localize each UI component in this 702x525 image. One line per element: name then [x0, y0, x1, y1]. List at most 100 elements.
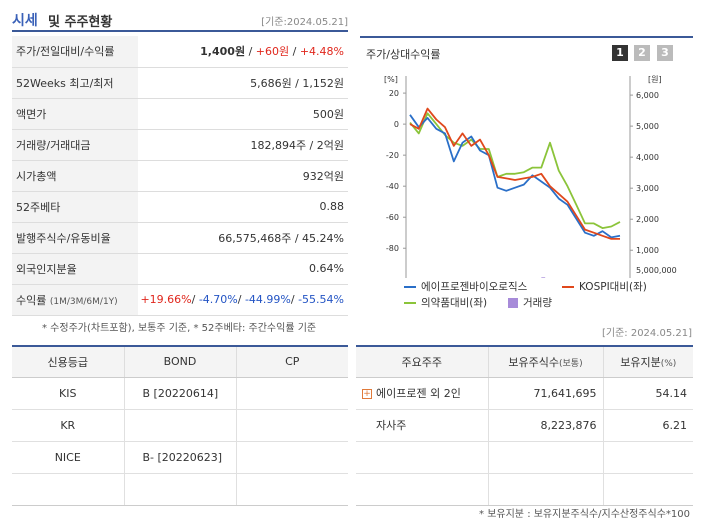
y-left-tick-label: -20 — [386, 151, 399, 160]
table-row: 수익률 (1M/3M/6M/1Y) +19.66%/ -4.70%/ -44.9… — [12, 284, 348, 316]
market-cap-label: 시가총액 — [12, 160, 138, 192]
y-right-tick-label: 2,000 — [636, 215, 659, 224]
holder-pct-cell — [602, 473, 693, 506]
volume-label: 거래량/거래대금 — [12, 129, 138, 161]
foreign-ratio-value: 0.64% — [138, 253, 348, 285]
y-left-tick-label: 0 — [394, 120, 399, 129]
table-row: 액면가 500원 — [12, 98, 348, 130]
table-row: 자사주 8,223,876 6.21 — [356, 409, 693, 442]
legend-item-industry: 의약품대비(좌) — [404, 295, 487, 310]
column-header: CP — [235, 345, 348, 378]
chart-page-2-button[interactable]: 2 — [634, 45, 650, 61]
legend-swatch — [404, 302, 416, 304]
legend-label: 거래량 — [523, 297, 552, 309]
price-label: 주가/전일대비/수익률 — [12, 36, 138, 68]
y-right-tick-label: 6,000 — [636, 91, 659, 100]
y-right-tick-label: 4,000 — [636, 153, 659, 162]
holder-name-cell — [356, 441, 488, 474]
holder-name-cell — [356, 473, 488, 506]
face-value: 500원 — [138, 98, 348, 130]
y-left-tick-label: -40 — [386, 182, 399, 191]
table-row: + 에이프로젠 외 2인 71,641,695 54.14 — [356, 377, 693, 410]
column-header-text: 보유지분 — [620, 355, 661, 369]
section-header: 시세 및 주주현황 [기준:2024.05.21] — [12, 8, 348, 32]
table-row — [356, 441, 693, 474]
column-header-sub: (보통) — [559, 358, 583, 369]
price-change: +60원 — [255, 45, 290, 59]
price-change-pct: +4.48% — [299, 45, 344, 59]
section-subtitle: 및 주주현황 — [48, 15, 113, 30]
chart-page-3-button[interactable]: 3 — [657, 45, 673, 61]
relative-return-chart: [%] [원] 20 0 -20 -40 -60 -80 6,000 5,000 4,000 3,00… — [384, 75, 677, 278]
y-left-tick-label: -60 — [386, 213, 399, 222]
return-1y: -55.54% — [298, 293, 344, 306]
bond-cell: B- [20220623] — [123, 441, 236, 474]
y-left-tick-label: 20 — [389, 89, 399, 98]
week52-label: 52Weeks 최고/최저 — [12, 67, 138, 99]
cp-cell — [235, 409, 348, 442]
holder-pct-cell: 54.14 — [602, 377, 693, 410]
right-unit-label: [원] — [648, 75, 662, 84]
y-right-tick-label: 1,000 — [636, 246, 659, 255]
expand-plus-icon[interactable]: + — [362, 389, 372, 399]
legend-swatch — [562, 286, 574, 288]
cp-cell — [235, 377, 348, 410]
holder-pct-cell: 6.21 — [602, 409, 693, 442]
market-cap-value: 932억원 — [138, 160, 348, 192]
legend-label: KOSPI대비(좌) — [579, 281, 647, 293]
agency-cell — [12, 473, 124, 506]
legend-swatch — [508, 298, 518, 308]
return-label-text: 수익률 — [16, 293, 47, 307]
holder-shares-cell: 8,223,876 — [487, 409, 603, 442]
return-value: +19.66%/ -4.70%/ -44.99%/ -55.54% — [138, 284, 348, 316]
legend-swatch — [404, 286, 416, 288]
bond-cell: B [20220614] — [123, 377, 236, 410]
credit-rating-table: 신용등급 BOND CP KIS B [20220614] KR NICE B-… — [12, 345, 348, 506]
return-label: 수익률 (1M/3M/6M/1Y) — [12, 284, 138, 316]
shares-label: 발행주식수/유동비율 — [12, 222, 138, 254]
quote-footnote: * 수정주가(차트포함), 보통주 기준, * 52주베타: 주간수익률 기준 — [42, 323, 317, 334]
legend-label: 의약품대비(좌) — [421, 297, 488, 309]
bond-cell — [123, 409, 236, 442]
holder-name-cell: 자사주 — [356, 409, 488, 442]
chart-page-1-button[interactable]: 1 — [612, 45, 628, 61]
chart-panel: 주가/상대수익률 1 2 3 [%] [원] 20 0 -20 -40 -60 -80 6,00… — [360, 36, 693, 312]
bond-cell — [123, 473, 236, 506]
column-header-sub: (%) — [660, 358, 677, 369]
volume-tick-label: 5,000,000 — [636, 266, 677, 275]
y-right-tick-label: 3,000 — [636, 184, 659, 193]
column-header: 주요주주 — [356, 345, 488, 378]
table-row: 외국인지분율 0.64% — [12, 253, 348, 285]
table-row: 발행주식수/유동비율 66,575,468주 / 45.24% — [12, 222, 348, 254]
table-row — [12, 473, 348, 506]
holder-shares-cell: 71,641,695 — [487, 377, 603, 410]
legend-item-volume: 거래량 — [508, 295, 552, 310]
column-header: 신용등급 — [12, 345, 124, 378]
table-row: 52Weeks 최고/최저 5,686원 / 1,152원 — [12, 67, 348, 99]
table-row: 52주베타 0.88 — [12, 191, 348, 223]
series-line-industry — [409, 112, 621, 230]
table-row: 주가/전일대비/수익률 1,400원 / +60원 / +4.48% — [12, 36, 348, 68]
return-periods: (1M/3M/6M/1Y) — [49, 296, 118, 307]
holder-shares-cell — [487, 441, 603, 474]
holder-name-link[interactable]: 에이프로젠 외 2인 — [376, 387, 461, 400]
return-6m: -44.99% — [244, 293, 291, 306]
legend-label: 에이프로젠바이오로직스 — [421, 281, 528, 293]
series-line-stock — [409, 114, 621, 239]
beta-value: 0.88 — [138, 191, 348, 223]
legend-item-kospi: KOSPI대비(좌) — [562, 279, 647, 294]
chart-title: 주가/상대수익률 — [366, 48, 441, 61]
holder-shares-cell — [487, 473, 603, 506]
quote-table: 주가/전일대비/수익률 1,400원 / +60원 / +4.48% 52Wee… — [12, 36, 348, 316]
foreign-ratio-label: 외국인지분율 — [12, 253, 138, 285]
return-1m: +19.66% — [140, 293, 192, 306]
table-row — [356, 473, 693, 506]
shares-value: 66,575,468주 / 45.24% — [138, 222, 348, 254]
table-row: NICE B- [20220623] — [12, 441, 348, 474]
base-date-2: [기준: 2024.05.21] — [601, 328, 692, 339]
agency-cell: KR — [12, 409, 124, 442]
legend-item-stock: 에이프로젠바이오로직스 — [404, 279, 527, 294]
left-unit-label: [%] — [384, 75, 398, 84]
table-row: 시가총액 932억원 — [12, 160, 348, 192]
volume-bar — [541, 277, 546, 278]
